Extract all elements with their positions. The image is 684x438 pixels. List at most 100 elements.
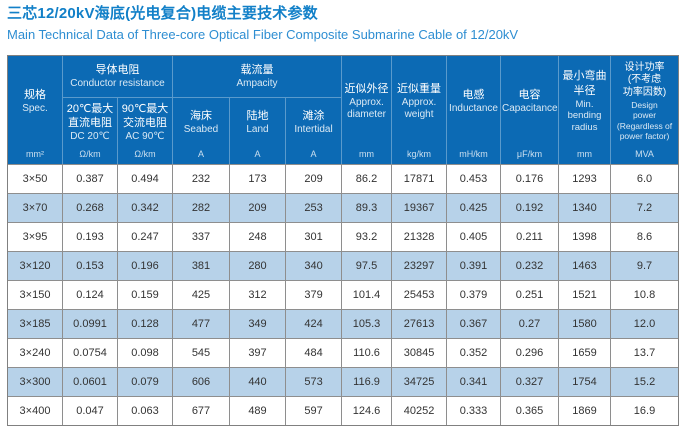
value-cell: 0.494 [117,164,172,194]
value-cell: 280 [229,251,285,281]
spec-cell: 3×300 [8,367,62,397]
value-cell: 337 [172,222,229,252]
unit-dc: Ω/km [62,146,117,165]
value-cell: 110.6 [341,338,392,368]
group-conductor-en: Conductor resistance [70,78,165,90]
value-cell: 27613 [391,309,447,339]
value-cell: 0.251 [500,280,559,310]
value-cell: 0.425 [446,193,501,223]
col-header-seabed-en: Seabed [183,123,219,135]
spec-table: 规格 Spec. 导体电阻 Conductor resistance 载流量 A… [7,55,680,427]
value-cell: 173 [229,164,285,194]
col-header-inductance: 电感 Inductance [446,56,501,147]
value-cell: 606 [172,367,229,397]
value-cell: 312 [229,280,285,310]
value-cell: 124.6 [341,396,392,426]
unit-bending: mm [558,146,611,165]
table-row: 3×120 0.153 0.196 381 280 340 97.5 23297 0.391 0.… [8,251,679,281]
col-header-power-zh: 设计功率 (不考虑 功率因数) [622,61,667,98]
value-cell: 425 [172,280,229,310]
value-cell: 484 [285,338,342,368]
col-header-seabed-zh: 海床 [190,109,212,122]
unit-seabed: A [172,146,229,165]
spec-cell: 3×240 [8,338,62,368]
col-header-intertidal-zh: 滩涂 [302,109,325,122]
col-header-capacitance: 电容 Capacitance [500,56,559,147]
col-header-land: 陆地 Land [229,98,285,147]
col-header-ac-resistance: 90℃最大 交流电阻 AC 90℃ [117,98,172,147]
value-cell: 1340 [558,193,611,223]
value-cell: 0.153 [62,251,117,281]
value-cell: 1463 [558,251,611,281]
col-header-bending-radius: 最小弯曲 半径 Min. bending radius [558,56,611,147]
value-cell: 0.365 [500,396,559,426]
col-header-land-zh: 陆地 [246,109,269,122]
value-cell: 397 [229,338,285,368]
value-cell: 0.247 [117,222,172,252]
col-header-intertidal: 滩涂 Intertidal [285,98,342,147]
value-cell: 12.0 [610,309,679,339]
table-row: 3×300 0.0601 0.079 606 440 573 116.9 34725 0.341… [8,367,679,397]
value-cell: 0.193 [62,222,117,252]
table-body: 3×50 0.387 0.494 232 173 209 86.2 17871 0.453 0.1… [8,164,679,426]
spec-cell: 3×50 [8,164,62,194]
value-cell: 0.079 [117,367,172,397]
col-header-weight: 近似重量 Approx. weight [391,56,447,147]
value-cell: 17871 [391,164,447,194]
table-row: 3×185 0.0991 0.128 477 349 424 105.3 27613 0.367… [8,309,679,339]
value-cell: 89.3 [341,193,392,223]
value-cell: 0.453 [446,164,501,194]
value-cell: 10.8 [610,280,679,310]
value-cell: 0.268 [62,193,117,223]
value-cell: 15.2 [610,367,679,397]
value-cell: 0.391 [446,251,501,281]
table-row: 3×70 0.268 0.342 282 209 253 89.3 19367 0.425 0.1… [8,193,679,223]
table-header: 规格 Spec. 导体电阻 Conductor resistance 载流量 A… [8,56,679,165]
value-cell: 116.9 [341,367,392,397]
value-cell: 424 [285,309,342,339]
value-cell: 0.27 [500,309,559,339]
col-header-inductance-en: Inductance [449,102,498,114]
value-cell: 282 [172,193,229,223]
value-cell: 86.2 [341,164,392,194]
value-cell: 0.327 [500,367,559,397]
unit-intertidal: A [285,146,342,165]
page: 三芯12/20kV海底(光电复合)电缆主要技术参数 Main Technical… [7,5,680,427]
value-cell: 0.0754 [62,338,117,368]
value-cell: 248 [229,222,285,252]
value-cell: 1869 [558,396,611,426]
value-cell: 489 [229,396,285,426]
unit-power: MVA [610,146,679,165]
group-ampacity-zh: 载流量 [240,64,274,77]
col-group-conductor-resistance: 导体电阻 Conductor resistance [62,56,172,99]
value-cell: 0.192 [500,193,559,223]
value-cell: 13.7 [610,338,679,368]
col-header-ac-en: AC 90℃ [125,131,165,143]
col-header-spec-en: Spec. [22,102,48,114]
col-header-design-power: 设计功率 (不考虑 功率因数) Design power (Regardless… [610,56,679,147]
unit-diameter: mm [341,146,392,165]
col-header-inductance-zh: 电感 [462,88,485,101]
page-title-zh: 三芯12/20kV海底(光电复合)电缆主要技术参数 [7,5,318,22]
col-header-land-en: Land [246,123,269,135]
value-cell: 30845 [391,338,447,368]
value-cell: 573 [285,367,342,397]
page-title-en: Main Technical Data of Three-core Optica… [7,26,519,42]
value-cell: 545 [172,338,229,368]
col-header-bending-zh: 最小弯曲 半径 [562,70,607,97]
value-cell: 23297 [391,251,447,281]
value-cell: 0.0601 [62,367,117,397]
value-cell: 40252 [391,396,447,426]
group-ampacity-en: Ampacity [236,78,278,90]
value-cell: 232 [172,164,229,194]
spec-cell: 3×400 [8,396,62,426]
value-cell: 0.128 [117,309,172,339]
table-row: 3×50 0.387 0.494 232 173 209 86.2 17871 0.453 0.1… [8,164,679,194]
table-row: 3×150 0.124 0.159 425 312 379 101.4 25453 0.379 0… [8,280,679,310]
col-header-ac-zh: 90℃最大 交流电阻 [121,102,169,129]
value-cell: 301 [285,222,342,252]
col-header-intertidal-en: Intertidal [294,123,333,135]
value-cell: 1754 [558,367,611,397]
units-row: mm² Ω/km Ω/km A A A mm kg/km mH/km μF/km… [8,146,679,165]
value-cell: 677 [172,396,229,426]
